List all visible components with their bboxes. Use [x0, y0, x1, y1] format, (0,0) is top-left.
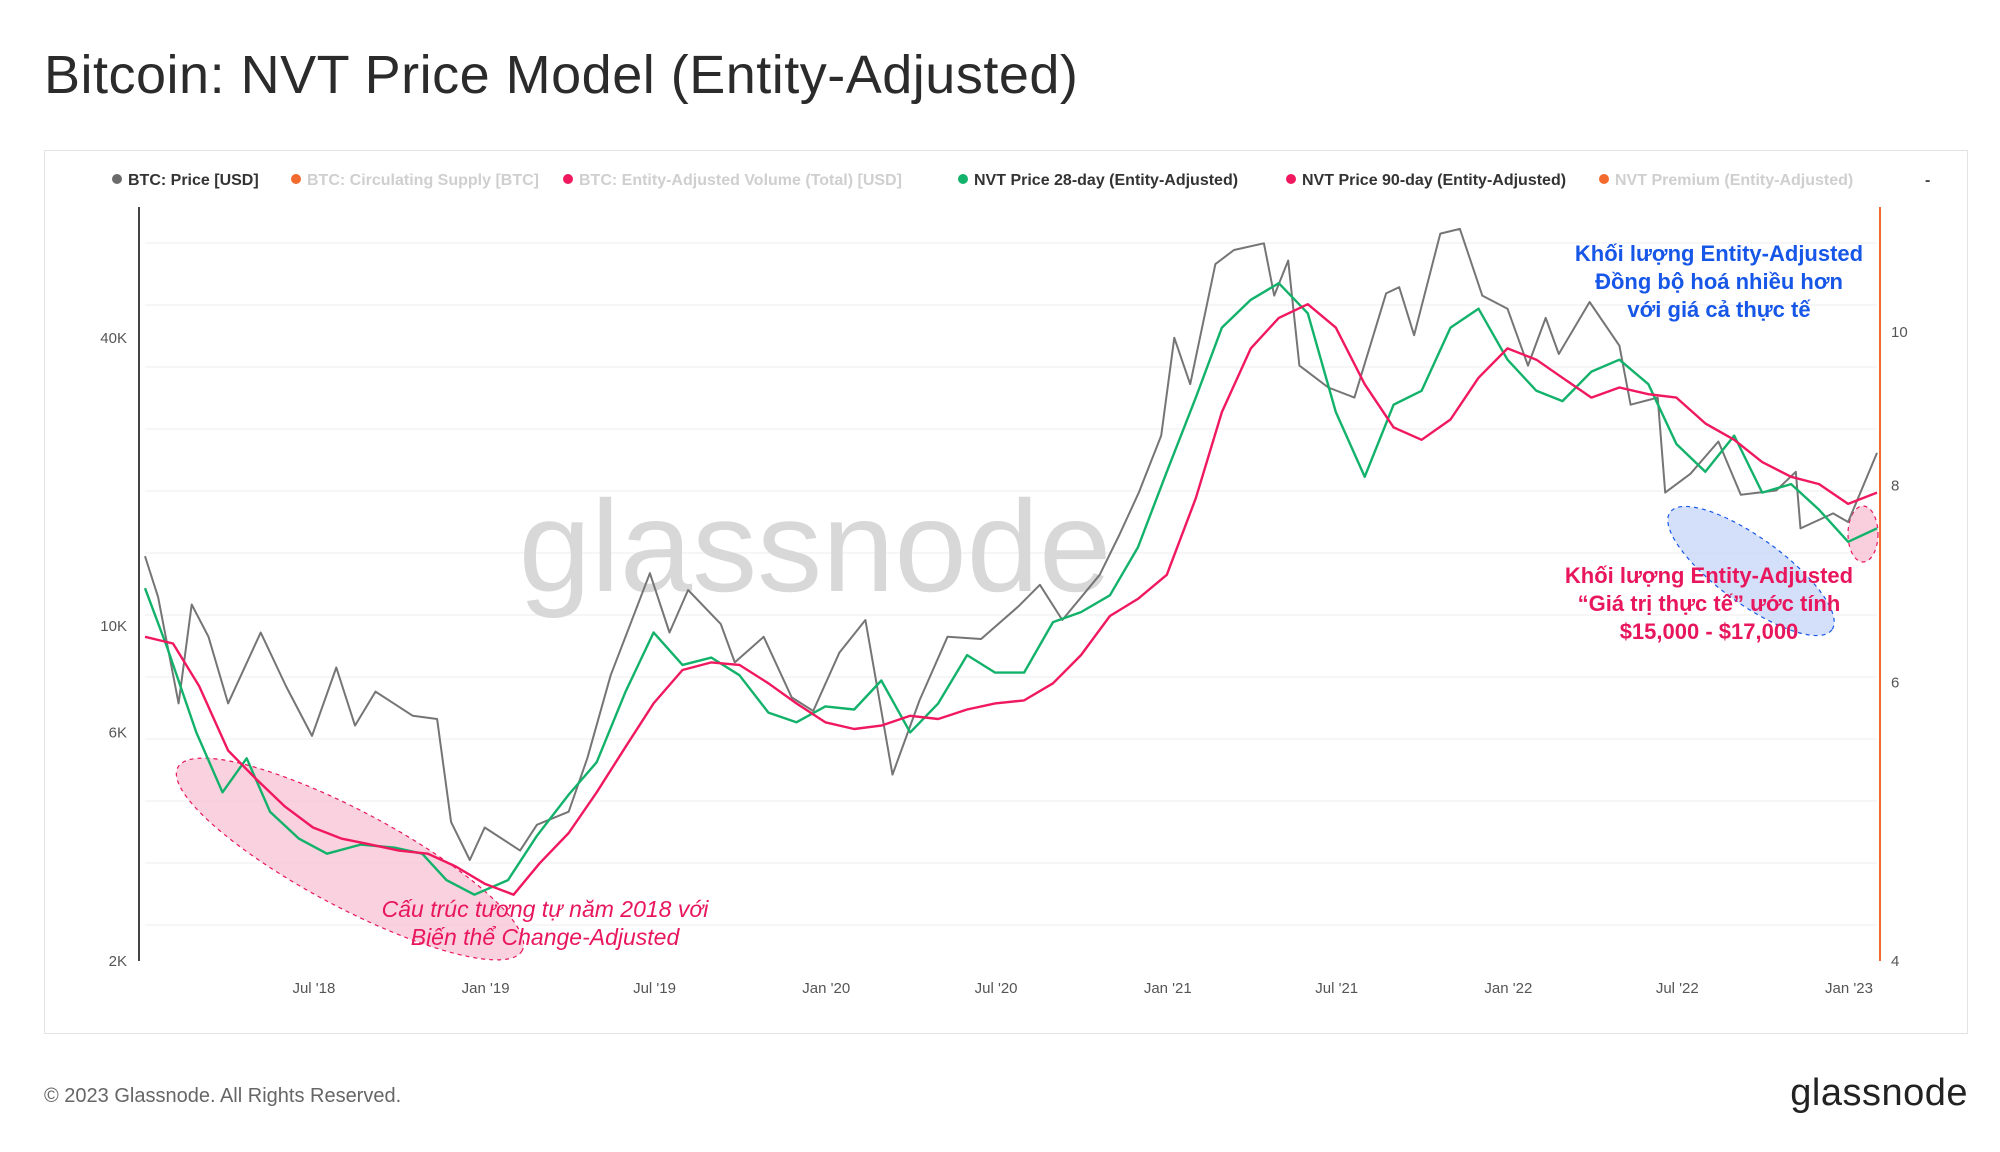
series-layer [143, 227, 1878, 896]
y-axis-left: 2K 6K 10K 40K [100, 330, 127, 970]
x-tick-label: Jul '19 [633, 980, 676, 997]
legend-dot [563, 174, 573, 184]
y-right-tick-label: 8 [1891, 477, 1899, 494]
highlight-2018-ellipse [175, 757, 525, 961]
y-left-tick-label: 6K [109, 724, 127, 741]
page-title: Bitcoin: NVT Price Model (Entity-Adjuste… [44, 45, 1079, 105]
footer-copyright: © 2023 Glassnode. All Rights Reserved. [44, 1085, 402, 1107]
x-tick-label: Jul '18 [292, 980, 335, 997]
legend-item-3[interactable]: NVT Price 28-day (Entity-Adjusted) [958, 172, 1238, 189]
annotation-blue-line2: Đồng bộ hoá nhiều hơn [1595, 269, 1843, 294]
annotation-2018: Cấu trúc tương tự năm 2018 với Biến thể … [382, 896, 710, 950]
series-line-2 [144, 303, 1878, 896]
chart-frame: glassnode 2K 6K 10K 40K 4 6 8 10 Jul '18 Jan '1… [44, 150, 1968, 1034]
legend-dot [291, 174, 301, 184]
legend-item-1[interactable]: BTC: Circulating Supply [BTC] [291, 172, 539, 189]
x-tick-label: Jan '22 [1484, 980, 1532, 997]
y-left-tick-label: 40K [100, 330, 127, 347]
x-tick-label: Jul '20 [975, 980, 1018, 997]
annotation-pink-line3: $15,000 - $17,000 [1620, 619, 1799, 644]
annotation-pink: Khối lượng Entity-Adjusted “Giá trị thực… [1565, 563, 1853, 644]
series-line-1 [143, 282, 1878, 896]
legend: BTC: Price [USD] BTC: Circulating Supply … [112, 172, 1930, 189]
legend-item-4[interactable]: NVT Price 90-day (Entity-Adjusted) [1286, 172, 1566, 189]
legend-label: NVT Price 90-day (Entity-Adjusted) [1302, 172, 1566, 189]
chart-svg: glassnode 2K 6K 10K 40K 4 6 8 10 Jul '18 Jan '1… [100, 172, 1930, 997]
legend-dot [1286, 174, 1296, 184]
annotation-2018-line2: Biến thể Change-Adjusted [411, 924, 681, 950]
x-tick-label: Jan '20 [802, 980, 850, 997]
legend-label: NVT Premium (Entity-Adjusted) [1615, 172, 1853, 189]
watermark: glassnode [519, 473, 1112, 619]
legend-dot [958, 174, 968, 184]
x-tick-label: Jan '21 [1144, 980, 1192, 997]
y-left-tick-label: 10K [100, 618, 127, 635]
x-tick-label: Jan '19 [462, 980, 510, 997]
legend-item-0[interactable]: BTC: Price [USD] [112, 172, 259, 189]
footer-logo[interactable]: glassnode [1790, 1072, 1968, 1114]
annotation-blue-line3: với giá cả thực tế [1627, 297, 1811, 322]
y-axis-right: 4 6 8 10 [1891, 324, 1908, 970]
legend-more-button[interactable]: - [1925, 172, 1930, 189]
x-axis: Jul '18 Jan '19 Jul '19 Jan '20 Jul '20 Jan '… [292, 980, 1872, 997]
annotation-2018-line1: Cấu trúc tương tự năm 2018 với [382, 896, 710, 922]
highlight-2022-blue-ellipse [1667, 505, 1835, 637]
legend-label: NVT Price 28-day (Entity-Adjusted) [974, 172, 1238, 189]
legend-dot [1599, 174, 1609, 184]
legend-label: BTC: Price [USD] [128, 172, 259, 189]
annotation-blue: Khối lượng Entity-Adjusted Đồng bộ hoá n… [1575, 241, 1863, 322]
x-tick-label: Jul '22 [1656, 980, 1699, 997]
y-left-tick-label: 2K [109, 953, 127, 970]
y-right-tick-label: 4 [1891, 953, 1899, 970]
x-tick-label: Jul '21 [1315, 980, 1358, 997]
legend-dot [112, 174, 122, 184]
y-right-tick-label: 6 [1891, 675, 1899, 692]
legend-label: BTC: Entity-Adjusted Volume (Total) [USD… [579, 172, 902, 189]
legend-label: BTC: Circulating Supply [BTC] [307, 172, 539, 189]
legend-item-2[interactable]: BTC: Entity-Adjusted Volume (Total) [USD… [563, 172, 902, 189]
legend-item-5[interactable]: NVT Premium (Entity-Adjusted) [1599, 172, 1853, 189]
y-right-tick-label: 10 [1891, 324, 1908, 341]
annotation-pink-line2: “Giá trị thực tế” ước tính [1578, 591, 1841, 616]
annotation-pink-line1: Khối lượng Entity-Adjusted [1565, 563, 1853, 588]
annotation-blue-line1: Khối lượng Entity-Adjusted [1575, 241, 1863, 266]
x-tick-label: Jan '23 [1825, 980, 1873, 997]
